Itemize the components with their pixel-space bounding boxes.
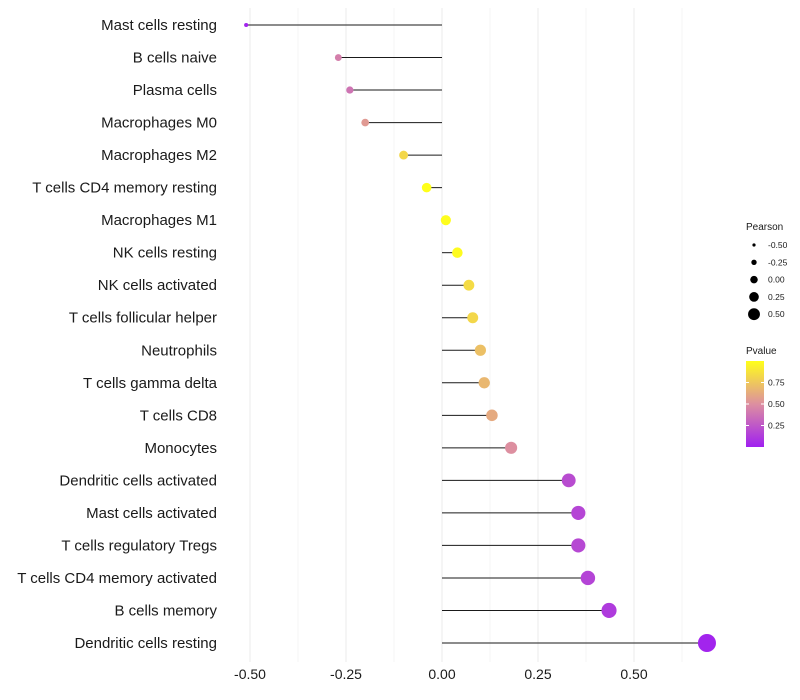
lollipop-point [463,279,475,291]
category-label: T cells CD4 memory resting [32,180,217,197]
lollipop-point [467,312,479,324]
lollipop-point [452,247,463,258]
category-label: Dendritic cells activated [59,472,217,489]
lollipop-point [478,377,490,389]
legend-pearson-title: Pearson [746,222,783,233]
lollipop-point [486,409,498,422]
category-label: Monocytes [144,440,217,457]
grid [249,8,683,662]
lollipop-stems [246,24,707,644]
category-label: Mast cells activated [86,505,217,522]
x-tick-label: 0.50 [620,666,647,682]
category-label: T cells regulatory Tregs [61,537,217,554]
lollipop-points [244,22,716,653]
lollipop-point [421,182,432,193]
legend-pearson-key [751,259,757,265]
category-label: Macrophages M2 [101,147,217,164]
category-label: Plasma cells [133,82,217,99]
legend-pearson-label: -0.25 [768,257,788,267]
lollipop-point [505,441,518,454]
lollipop-point [561,473,576,488]
x-tick-label: -0.25 [330,666,362,682]
lollipop-point [580,570,596,586]
category-label: T cells CD4 memory activated [17,570,217,587]
category-label: Mast cells resting [101,17,217,34]
x-axis-tick-labels: -0.50 -0.25 0.00 0.25 0.50 [234,666,648,682]
category-label: NK cells resting [113,245,217,262]
legend-pvalue-label: 0.25 [768,421,785,431]
legend-pearson-label: -0.50 [768,240,788,250]
lollipop-point [361,118,370,127]
lollipop-point [571,505,586,520]
x-tick-label: 0.00 [428,666,455,682]
lollipop-point [697,633,716,653]
category-label: T cells follicular helper [69,310,217,327]
pvalue-colorbar [746,361,764,447]
lollipop-point [399,150,409,160]
category-label: T cells CD8 [140,407,217,424]
legend-pearson-key [750,275,758,284]
legend-pvalue-label: 0.50 [768,399,785,409]
category-label: Dendritic cells resting [74,635,217,652]
x-tick-label: -0.50 [234,666,266,682]
legend-pvalue-label: 0.75 [768,378,785,388]
legend-pearson-key [749,292,759,302]
lollipop-point [474,344,486,356]
category-label: T cells gamma delta [83,375,218,392]
category-label: Macrophages M0 [101,115,217,132]
lollipop-point [601,602,617,619]
category-label: Neutrophils [141,342,217,359]
category-labels: Mast cells resting B cells naive Plasma ce… [17,17,217,652]
legend-pearson-label: 0.25 [768,292,785,302]
lollipop-point [440,215,451,226]
legend-pvalue-title: Pvalue [746,346,777,357]
category-label: NK cells activated [98,277,217,294]
legend-pearson-label: 0.50 [768,309,785,319]
lollipop-point [346,86,354,94]
legend-pearson-key [748,308,760,321]
lollipop-point [334,54,342,61]
category-label: B cells naive [133,50,217,67]
lollipop-point [571,538,586,553]
category-label: B cells memory [114,602,217,619]
lollipop-point [244,22,249,28]
legend-pearson-key [752,243,756,247]
legend-pvalue: Pvalue 0.75 0.50 0.25 [746,346,785,447]
x-tick-label: 0.25 [524,666,551,682]
legend-pearson-label: 0.00 [768,275,785,285]
legend-pearson: Pearson -0.50 -0.25 0.00 0.25 0.50 [746,222,788,321]
category-label: Macrophages M1 [101,212,217,229]
